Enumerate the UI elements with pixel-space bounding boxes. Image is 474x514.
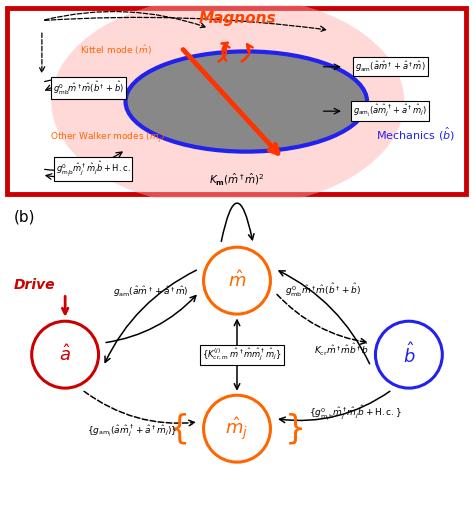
Text: $K_{\mathrm{cr}}\hat{m}^\dagger\hat{m}\hat{b}^\dagger\hat{b}$: $K_{\mathrm{cr}}\hat{m}^\dagger\hat{m}\h… — [314, 342, 369, 358]
Circle shape — [126, 51, 367, 152]
Text: Other Walker modes ($\hat{m}_j$): Other Walker modes ($\hat{m}_j$) — [49, 129, 164, 144]
Text: $\hat{m}_j$: $\hat{m}_j$ — [226, 415, 248, 442]
Text: (b): (b) — [14, 210, 36, 225]
Text: $g_{\mathrm{am}}(\hat{a}\hat{m}^\dagger + \hat{a}^\dagger\hat{m})$: $g_{\mathrm{am}}(\hat{a}\hat{m}^\dagger … — [355, 60, 426, 74]
Ellipse shape — [51, 0, 404, 208]
Text: $\{g_{\mathrm{am_j}}(\hat{a}\hat{m}^\dagger_j + \hat{a}^\dagger\hat{m}_j)\}$: $\{g_{\mathrm{am_j}}(\hat{a}\hat{m}^\dag… — [87, 423, 178, 439]
Text: Kittel mode ($\hat{m}$): Kittel mode ($\hat{m}$) — [81, 44, 152, 57]
Text: $\hat{a}$: $\hat{a}$ — [59, 344, 71, 365]
Text: }: } — [284, 412, 306, 445]
Ellipse shape — [375, 321, 442, 388]
Text: $\hat{b}$: $\hat{b}$ — [402, 342, 415, 367]
Ellipse shape — [203, 247, 271, 314]
Text: {: { — [168, 412, 190, 445]
Text: $\{g^0_{\mathrm{m_j b}}\hat{m}^\dagger_j\hat{m}_j\hat{b} + \mathrm{H.c.}\}$: $\{g^0_{\mathrm{m_j b}}\hat{m}^\dagger_j… — [309, 404, 402, 423]
Text: Mechanics ($\hat{b}$): Mechanics ($\hat{b}$) — [376, 125, 455, 143]
Text: $g_{\mathrm{am}}(\hat{a}\hat{m}^\dagger + \hat{a}^\dagger\hat{m})$: $g_{\mathrm{am}}(\hat{a}\hat{m}^\dagger … — [113, 285, 189, 299]
Ellipse shape — [32, 321, 99, 388]
Text: $\hat{m}$: $\hat{m}$ — [228, 270, 246, 291]
Text: $g^0_{\mathrm{mb}}\hat{m}^\dagger\hat{m}(\hat{b}^\dagger + \hat{b})$: $g^0_{\mathrm{mb}}\hat{m}^\dagger\hat{m}… — [285, 282, 361, 299]
Text: $g^0_{\mathrm{m_j b}}\hat{m}^\dagger_j\hat{m}_j\hat{b} + \mathrm{H.c.}$: $g^0_{\mathrm{m_j b}}\hat{m}^\dagger_j\h… — [55, 159, 130, 178]
Text: $K_{\mathbf{m}}(\hat{m}^\dagger\hat{m})^2$: $K_{\mathbf{m}}(\hat{m}^\dagger\hat{m})^… — [209, 171, 265, 187]
Text: Magnons: Magnons — [198, 11, 276, 26]
Ellipse shape — [203, 395, 271, 462]
Text: $\{K^{(j)}_{\mathrm{cr,m}}\;\hat{m}^\dagger\hat{m}\hat{m}^\dagger_j\hat{m}_j\}$: $\{K^{(j)}_{\mathrm{cr,m}}\;\hat{m}^\dag… — [202, 346, 282, 363]
Text: $g^0_{\mathrm{mb}}\hat{m}^\dagger\hat{m}(\hat{b}^\dagger + \hat{b})$: $g^0_{\mathrm{mb}}\hat{m}^\dagger\hat{m}… — [53, 80, 124, 97]
FancyBboxPatch shape — [7, 8, 466, 194]
Text: $g_{\mathrm{am_j}}(\hat{a}\hat{m}^\dagger_j + \hat{a}^\dagger\hat{m}_j)$: $g_{\mathrm{am_j}}(\hat{a}\hat{m}^\dagge… — [353, 103, 427, 119]
Text: Drive: Drive — [14, 278, 55, 292]
